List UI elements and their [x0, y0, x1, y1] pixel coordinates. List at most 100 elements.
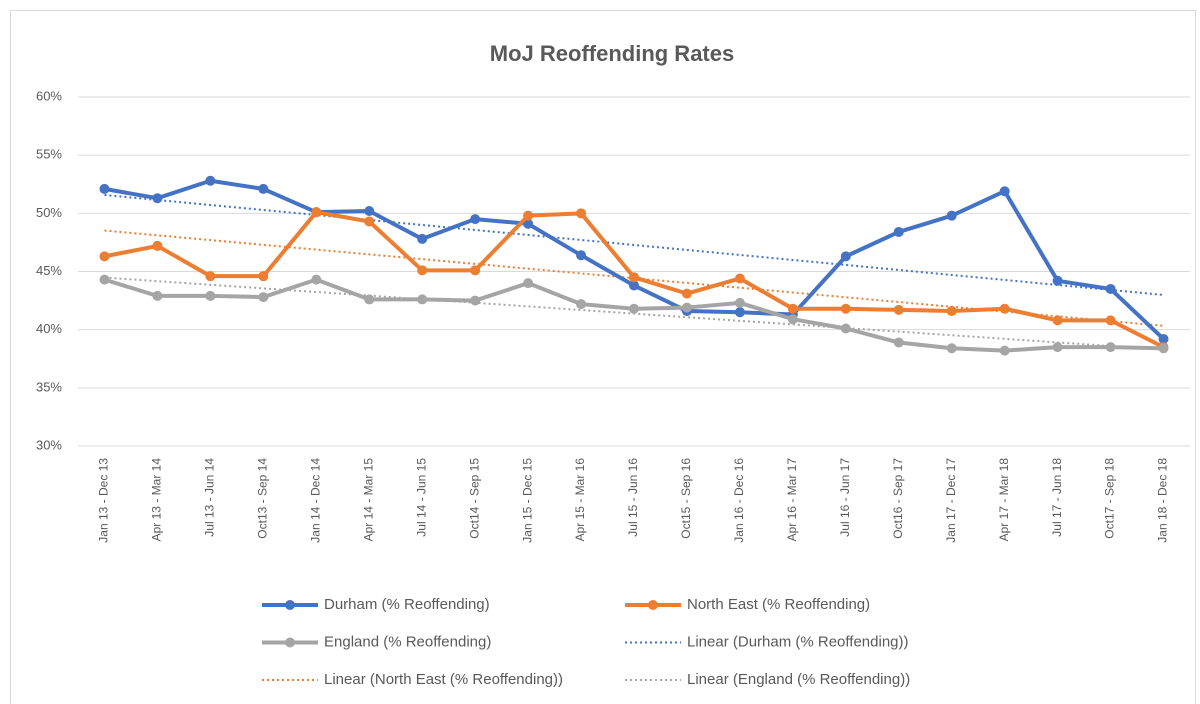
x-tick-label: Jan 14 - Dec 14: [308, 458, 322, 543]
legend-item: Linear (North East (% Reoffending)): [262, 671, 563, 688]
legend-item: North East (% Reoffending): [625, 596, 870, 613]
x-tick-label: Apr 15 - Mar 16: [573, 458, 587, 542]
y-tick-label: 40%: [36, 321, 62, 336]
legend-label: Linear (Durham (% Reoffending)): [687, 633, 909, 650]
data-point: [893, 304, 904, 315]
trendline: [104, 193, 1164, 296]
y-tick-label: 30%: [36, 437, 62, 452]
x-tick-label: Jan 15 - Dec 15: [520, 458, 534, 543]
data-point: [99, 251, 110, 262]
data-point: [99, 183, 110, 194]
x-tick-label: Jan 18 - Dec 18: [1156, 458, 1170, 543]
data-point: [417, 265, 428, 276]
legend-item: Durham (% Reoffending): [262, 596, 490, 613]
data-point: [1158, 343, 1169, 354]
data-point: [576, 208, 587, 219]
data-point: [999, 345, 1010, 356]
data-point: [893, 337, 904, 348]
legend-label: Linear (North East (% Reoffending)): [324, 671, 563, 688]
x-tick-label: Oct15 - Sep 16: [679, 458, 693, 539]
data-point: [364, 216, 375, 227]
data-point: [205, 290, 216, 301]
y-tick-label: 45%: [36, 263, 62, 278]
data-point: [258, 292, 269, 303]
x-tick-label: Jul 16 - Jun 17: [838, 458, 852, 537]
legend-item: England (% Reoffending): [262, 633, 491, 650]
x-tick-label: Oct16 - Sep 17: [891, 458, 905, 539]
data-point: [946, 306, 957, 317]
data-point: [523, 278, 534, 289]
data-point: [258, 271, 269, 282]
data-point: [734, 273, 745, 284]
data-point: [999, 303, 1010, 314]
data-point: [893, 226, 904, 237]
data-point: [417, 294, 428, 305]
data-point: [946, 210, 957, 221]
data-point: [523, 210, 534, 221]
legend-label: Linear (England (% Reoffending)): [687, 671, 910, 688]
legend-item: Linear (England (% Reoffending)): [625, 671, 910, 688]
data-point: [840, 323, 851, 334]
legend-marker: [648, 600, 658, 610]
data-point: [787, 303, 798, 314]
data-point: [364, 294, 375, 305]
y-tick-label: 55%: [36, 147, 62, 162]
x-tick-label: Apr 16 - Mar 17: [785, 458, 799, 542]
data-point: [311, 274, 322, 285]
legend-item: Linear (Durham (% Reoffending)): [625, 633, 909, 650]
x-tick-label: Jul 14 - Jun 15: [414, 458, 428, 537]
x-tick-label: Jan 17 - Dec 17: [944, 458, 958, 543]
x-tick-label: Jan 16 - Dec 16: [732, 458, 746, 543]
data-point: [470, 265, 481, 276]
data-point: [787, 314, 798, 325]
data-point: [417, 233, 428, 244]
data-point: [205, 175, 216, 186]
data-point: [576, 299, 587, 310]
data-point: [1052, 342, 1063, 353]
x-tick-label: Oct13 - Sep 14: [256, 458, 270, 539]
data-point: [1158, 333, 1169, 344]
legend-label: North East (% Reoffending): [687, 596, 870, 613]
data-point: [523, 218, 534, 229]
data-point: [1105, 315, 1116, 326]
data-point: [364, 206, 375, 217]
x-tick-label: Jul 13 - Jun 14: [203, 458, 217, 537]
data-point: [99, 274, 110, 285]
legend-marker: [285, 600, 295, 610]
legend-label: England (% Reoffending): [324, 633, 491, 650]
data-point: [152, 290, 163, 301]
data-point: [681, 288, 692, 299]
x-tick-label: Apr 13 - Mar 14: [150, 458, 164, 542]
data-point: [470, 214, 481, 225]
x-tick-label: Jan 13 - Dec 13: [97, 458, 111, 543]
y-tick-label: 35%: [36, 379, 62, 394]
data-point: [629, 272, 639, 283]
data-point: [311, 207, 322, 218]
data-point: [629, 303, 639, 314]
data-point: [629, 280, 639, 291]
x-tick-label: Apr 14 - Mar 15: [361, 458, 375, 542]
x-tick-label: Oct17 - Sep 18: [1103, 458, 1117, 539]
data-point: [734, 297, 745, 308]
data-point: [152, 193, 163, 204]
data-point: [840, 303, 851, 314]
x-tick-label: Oct14 - Sep 15: [467, 458, 481, 539]
data-point: [576, 250, 587, 261]
data-point: [152, 240, 163, 251]
data-point: [1105, 342, 1116, 353]
data-point: [840, 251, 851, 262]
x-tick-label: Jul 15 - Jun 16: [626, 458, 640, 537]
data-point: [681, 302, 692, 313]
legend-label: Durham (% Reoffending): [324, 596, 490, 613]
data-point: [946, 343, 957, 354]
data-point: [258, 183, 269, 194]
chart-frame: [10, 10, 1196, 704]
data-point: [999, 186, 1010, 197]
legend-marker: [285, 637, 295, 648]
data-point: [1052, 275, 1063, 286]
y-tick-label: 60%: [36, 88, 62, 103]
chart-title: MoJ Reoffending Rates: [490, 41, 734, 66]
data-point: [470, 295, 481, 306]
x-tick-label: Jul 17 - Jun 18: [1050, 458, 1064, 537]
